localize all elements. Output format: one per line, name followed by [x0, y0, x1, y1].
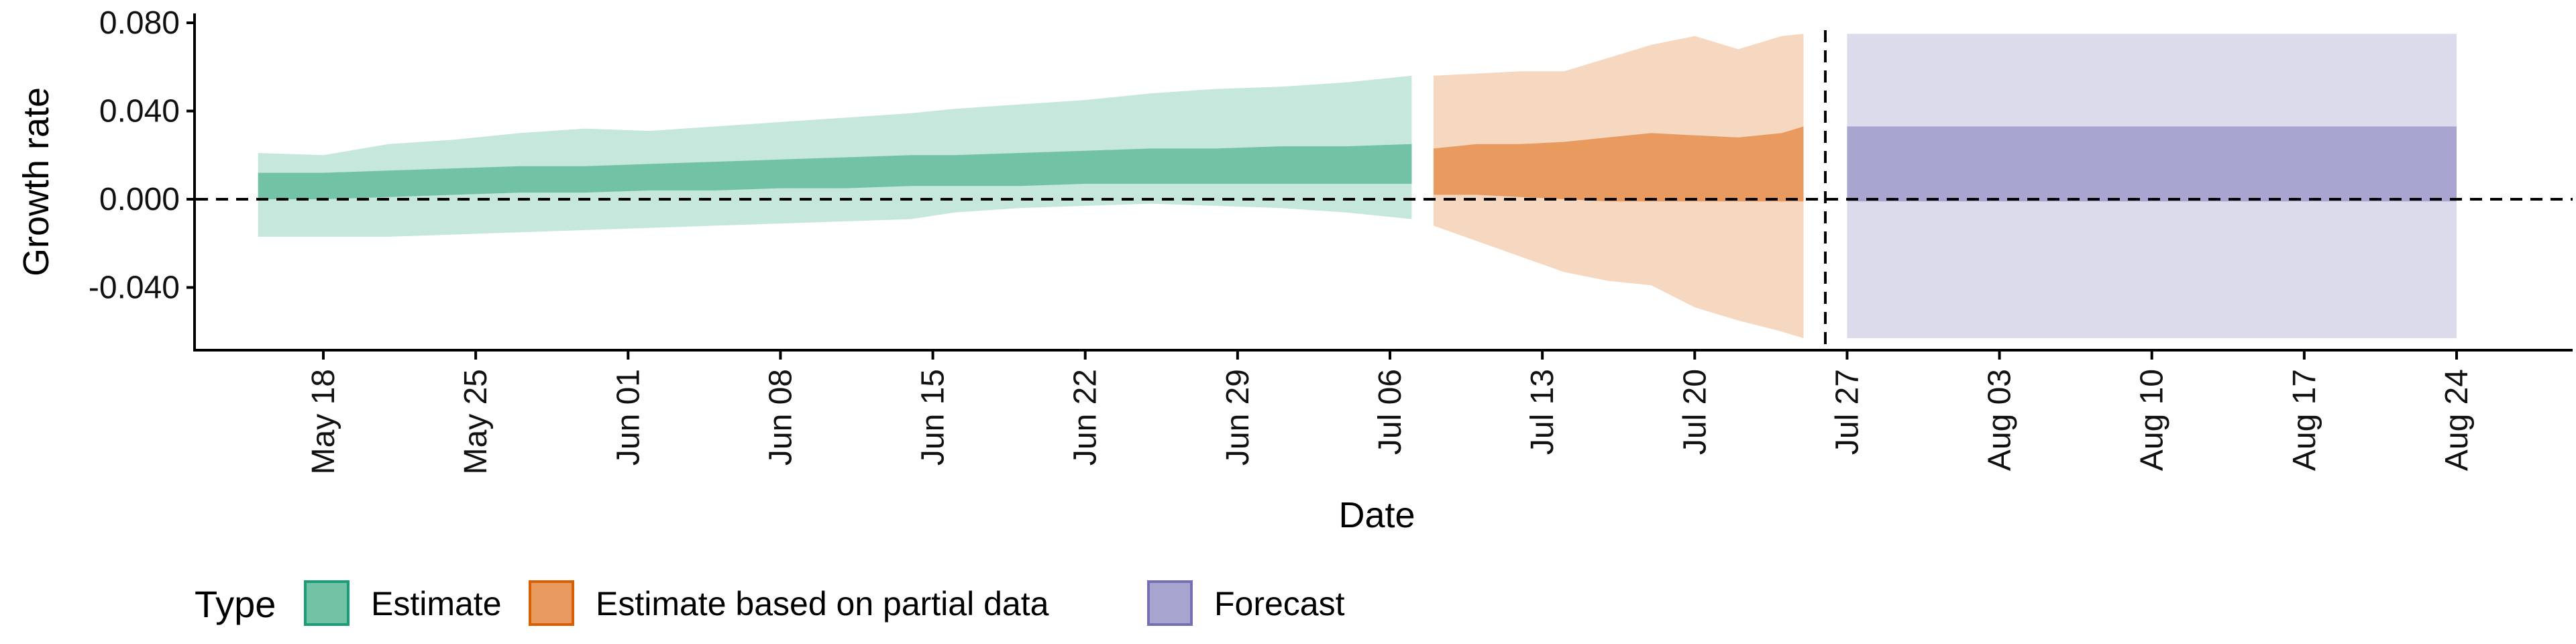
legend: Type Estimate Estimate based on partial d…: [195, 580, 1345, 626]
legend-title: Type: [195, 583, 276, 625]
x-tick-label: Aug 10: [2135, 369, 2170, 471]
x-tick-label: Aug 17: [2287, 369, 2322, 471]
x-tick-label: Jul 20: [1677, 369, 1713, 455]
x-tick-label: May 25: [458, 369, 494, 474]
band-90-estimate: [258, 75, 1412, 237]
band-50-forecast: [1847, 126, 2457, 202]
y-tick-label: 0.000: [99, 182, 180, 217]
y-tick-label: -0.040: [89, 270, 180, 306]
x-tick-label: Aug 24: [2439, 369, 2475, 471]
x-axis-title: Date: [1338, 495, 1415, 535]
x-tick-label: Jun 29: [1220, 369, 1256, 466]
x-tick-label: Jun 08: [763, 369, 798, 466]
x-ticks: May 18 May 25 Jun 01 Jun 08 Jun 15 Jun 22 Jun …: [306, 350, 2475, 474]
y-tick-label: 0.040: [99, 94, 180, 129]
y-axis-title: Growth rate: [16, 87, 56, 276]
x-tick-label: Jun 15: [916, 369, 951, 466]
x-tick-label: Aug 03: [1982, 369, 2018, 471]
y-tick-label: 0.080: [99, 5, 180, 41]
legend-label-estimate-based-on-partial-data: Estimate based on partial data: [596, 585, 1049, 623]
legend-key-estimate: [304, 580, 350, 626]
legend-key-estimate-based-on-partial-data: [529, 580, 574, 626]
x-tick-label: Jul 06: [1373, 369, 1408, 455]
legend-key-forecast: [1147, 580, 1193, 626]
legend-label-estimate: Estimate: [371, 585, 502, 623]
legend-label-forecast: Forecast: [1214, 585, 1345, 623]
x-tick-label: Jul 13: [1525, 369, 1560, 455]
x-tick-label: Jun 22: [1068, 369, 1104, 466]
x-tick-label: Jun 01: [610, 369, 646, 466]
axes: [193, 13, 2573, 352]
series-bands: [258, 34, 2457, 339]
x-tick-label: Jul 27: [1829, 369, 1865, 455]
band-50-estimate: [258, 144, 1412, 199]
y-ticks: 0.080 0.040 0.000 -0.040: [89, 5, 195, 306]
x-tick-label: May 18: [306, 369, 341, 474]
band-50-estimate-based-on-partial-data: [1433, 126, 1804, 202]
